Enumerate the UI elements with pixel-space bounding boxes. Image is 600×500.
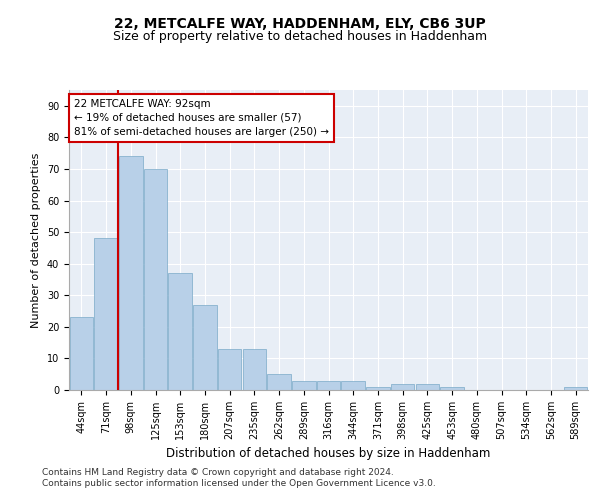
Bar [341,380,365,390]
Bar [94,238,118,390]
Bar [391,384,415,390]
Bar [317,380,340,390]
Text: 22 METCALFE WAY: 92sqm
← 19% of detached houses are smaller (57)
81% of semi-det: 22 METCALFE WAY: 92sqm ← 19% of detached… [74,99,329,137]
Text: 22, METCALFE WAY, HADDENHAM, ELY, CB6 3UP: 22, METCALFE WAY, HADDENHAM, ELY, CB6 3U… [114,18,486,32]
Bar [440,387,464,390]
Bar [416,384,439,390]
Y-axis label: Number of detached properties: Number of detached properties [31,152,41,328]
Bar [144,169,167,390]
Bar [268,374,291,390]
X-axis label: Distribution of detached houses by size in Haddenham: Distribution of detached houses by size … [166,448,491,460]
Bar [193,304,217,390]
Bar [242,349,266,390]
Bar [366,387,389,390]
Text: Size of property relative to detached houses in Haddenham: Size of property relative to detached ho… [113,30,487,43]
Bar [564,387,587,390]
Bar [292,380,316,390]
Bar [119,156,143,390]
Bar [218,349,241,390]
Text: Contains HM Land Registry data © Crown copyright and database right 2024.
Contai: Contains HM Land Registry data © Crown c… [42,468,436,487]
Bar [169,273,192,390]
Bar [70,318,93,390]
